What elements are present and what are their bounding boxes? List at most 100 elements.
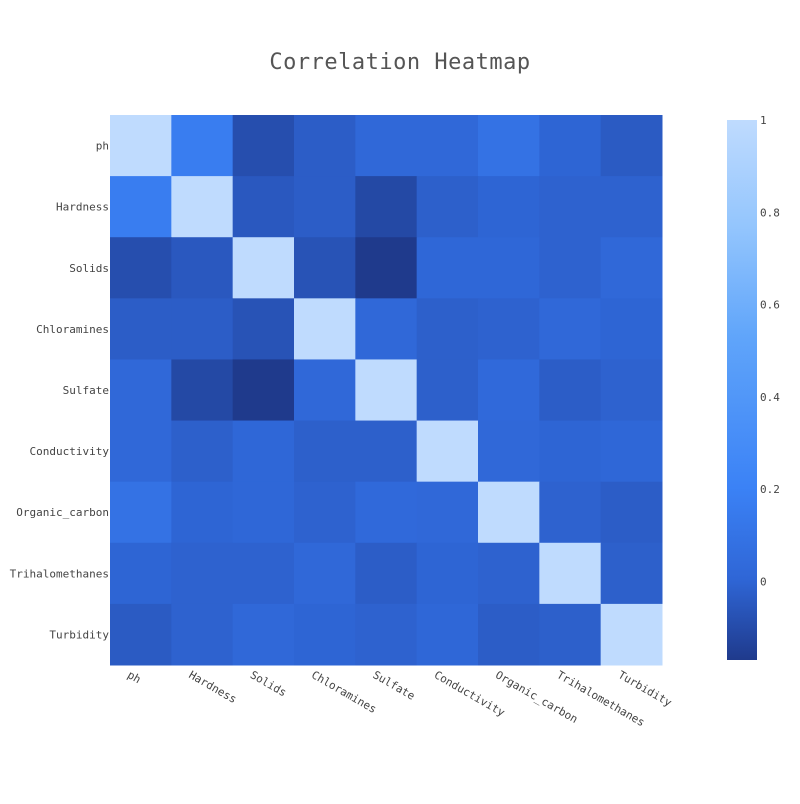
y-axis-tick-labels: ph Hardness Solids Chloramines Sulfate Conduc… — [10, 140, 110, 642]
heatmap-cell — [110, 237, 172, 299]
heatmap-cell — [171, 420, 234, 483]
heatmap-cell — [478, 115, 540, 177]
heatmap-cell — [539, 115, 602, 177]
heatmap-cell — [171, 481, 234, 544]
heatmap-cell — [294, 603, 356, 666]
heatmap-cell — [539, 603, 602, 666]
heatmap-cell — [416, 481, 479, 544]
heatmap-cell — [171, 359, 234, 422]
heatmap-cell — [110, 176, 172, 238]
colorbar-tick-labels: 0 0.2 0.4 0.6 0.8 1 — [760, 114, 780, 589]
colorbar-tick-label: 0.8 — [760, 206, 780, 219]
heatmap-cell — [416, 115, 479, 177]
heatmap-cell — [232, 542, 295, 605]
heatmap-cell — [600, 542, 663, 605]
x-tick-label: Sulfate — [371, 668, 418, 702]
heatmap-cell — [355, 481, 418, 544]
heatmap-cell — [232, 298, 295, 360]
colorbar-tick-label: 0.4 — [760, 391, 780, 404]
colorbar-gradient — [727, 120, 757, 660]
colorbar-tick-label: 0.6 — [760, 299, 780, 312]
heatmap-cell — [294, 542, 356, 605]
y-tick-label: Turbidity — [49, 628, 109, 641]
heatmap-cell — [110, 115, 172, 177]
heatmap-cell — [171, 115, 234, 177]
heatmap-cell — [171, 237, 234, 299]
heatmap-cell — [110, 481, 172, 544]
heatmap-cell — [478, 237, 540, 299]
heatmap-cell — [355, 359, 418, 422]
heatmap-cell — [232, 115, 295, 177]
colorbar-tick-label: 0 — [760, 576, 767, 589]
y-tick-label: Sulfate — [63, 384, 109, 397]
chart-title: Correlation Heatmap — [269, 50, 531, 75]
heatmap-cell — [478, 176, 540, 238]
heatmap-cell — [478, 542, 540, 605]
heatmap-cell — [478, 420, 540, 483]
x-tick-label: Chloramines — [309, 668, 379, 716]
heatmap-cell — [355, 176, 418, 238]
heatmap-cell — [294, 115, 356, 177]
heatmap-cell — [416, 542, 479, 605]
heatmap-cell — [478, 481, 540, 544]
heatmap-cell — [171, 176, 234, 238]
heatmap-cell — [600, 115, 663, 177]
x-tick-label: Solids — [248, 668, 289, 699]
heatmap-cell — [355, 115, 418, 177]
heatmap-cell — [232, 603, 295, 666]
heatmap-cell — [171, 603, 234, 666]
heatmap-cell — [539, 481, 602, 544]
heatmap-cell — [600, 176, 663, 238]
heatmap-cells — [110, 115, 663, 666]
heatmap-cell — [539, 237, 602, 299]
heatmap-cell — [539, 298, 602, 360]
x-tick-label: Hardness — [187, 668, 239, 706]
heatmap-cell — [600, 359, 663, 422]
y-tick-label: Hardness — [56, 201, 109, 214]
heatmap-cell — [232, 420, 295, 483]
heatmap-cell — [416, 603, 479, 666]
heatmap-cell — [416, 237, 479, 299]
heatmap-cell — [171, 542, 234, 605]
y-tick-label: Trihalomethanes — [10, 567, 109, 580]
heatmap-cell — [294, 298, 356, 360]
y-tick-label: Solids — [69, 262, 109, 275]
heatmap-cell — [232, 176, 295, 238]
colorbar-tick-label: 0.2 — [760, 483, 780, 496]
heatmap-cell — [416, 176, 479, 238]
x-tick-label: Turbidity — [616, 668, 674, 709]
heatmap-cell — [294, 420, 356, 483]
heatmap-cell — [171, 298, 234, 360]
heatmap-cell — [600, 298, 663, 360]
heatmap-cell — [539, 420, 602, 483]
heatmap-cell — [416, 298, 479, 360]
heatmap-cell — [355, 298, 418, 360]
heatmap-cell — [600, 237, 663, 299]
heatmap-cell — [478, 359, 540, 422]
heatmap-cell — [539, 176, 602, 238]
heatmap-cell — [600, 420, 663, 483]
heatmap-cell — [294, 359, 356, 422]
heatmap-cell — [355, 237, 418, 299]
heatmap-cell — [294, 176, 356, 238]
heatmap-cell — [294, 237, 356, 299]
heatmap-cell — [110, 359, 172, 422]
heatmap-cell — [232, 481, 295, 544]
heatmap-cell — [539, 542, 602, 605]
heatmap-cell — [539, 359, 602, 422]
heatmap-cell — [110, 298, 172, 360]
heatmap-cell — [478, 603, 540, 666]
y-tick-label: Conductivity — [30, 445, 110, 458]
heatmap-cell — [232, 237, 295, 299]
heatmap-cell — [355, 420, 418, 483]
heatmap-cell — [294, 481, 356, 544]
y-tick-label: ph — [96, 140, 109, 153]
heatmap-cell — [110, 603, 172, 666]
heatmap-cell — [416, 359, 479, 422]
heatmap-cell — [416, 420, 479, 483]
y-tick-label: Organic_carbon — [16, 506, 109, 519]
heatmap-cell — [478, 298, 540, 360]
heatmap-cell — [355, 542, 418, 605]
colorbar: 0 0.2 0.4 0.6 0.8 1 — [727, 114, 780, 660]
